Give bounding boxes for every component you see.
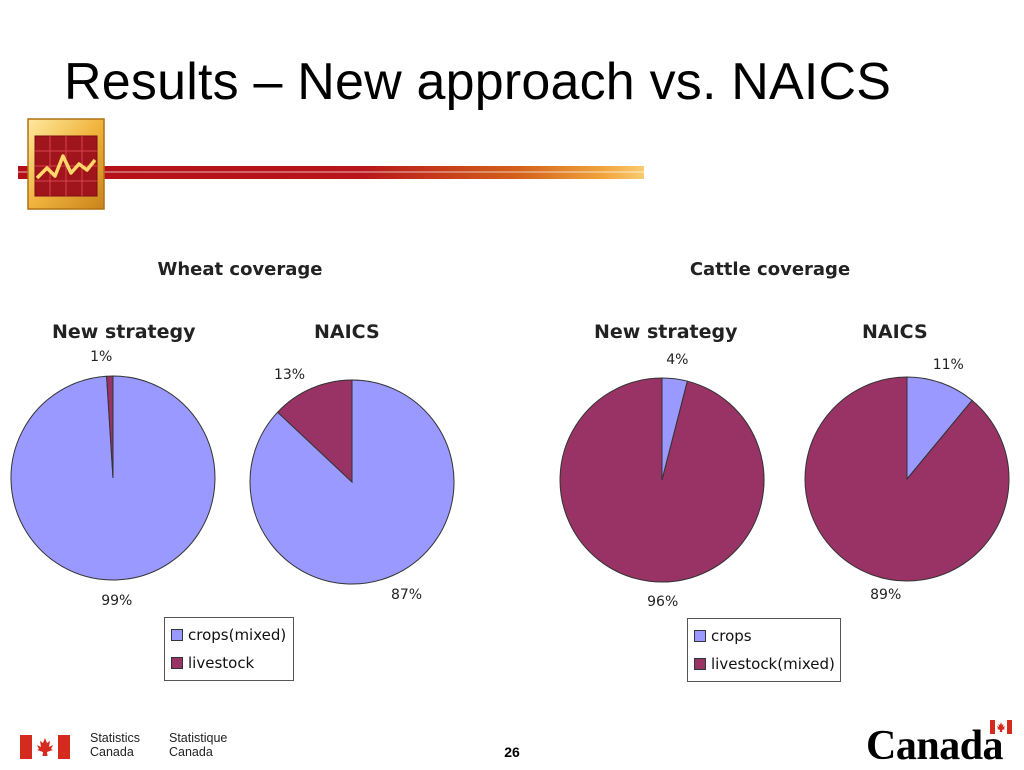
statistics-canada-en: Statistics Canada [90, 731, 140, 759]
pie-slice-crops [906, 376, 973, 481]
pie-slice-label: 96% [647, 594, 678, 610]
footer-text: Canada [169, 745, 213, 759]
pie-slice-label: 4% [666, 352, 688, 368]
legend-swatch-crops [171, 629, 183, 641]
page-number: 26 [504, 744, 520, 760]
legend-label: livestock(mixed) [711, 655, 835, 673]
legend-item-crops-mixed: crops(mixed) [171, 621, 287, 649]
slide-title: Results – New approach vs. NAICS [64, 53, 892, 111]
pie-slice-label: 1% [90, 349, 112, 365]
cattle-naics-pie: 11% 89% [804, 357, 1010, 603]
cattle-new-strategy-pie: 4% 96% [559, 352, 765, 610]
pie-slice-label: 89% [870, 587, 901, 603]
pie-slice-label: 11% [933, 357, 964, 373]
pie-slice-label: 99% [101, 593, 132, 609]
wheat-naics-pie: 87% 13% [249, 367, 455, 603]
line-chart-logo-icon [27, 118, 105, 210]
legend-item-crops: crops [694, 622, 834, 650]
wheat-naics-subtitle: NAICS [314, 321, 380, 343]
wheat-coverage-title: Wheat coverage [157, 259, 323, 280]
pie-slice-livestock [276, 379, 353, 484]
canada-wordmark: Canada [866, 723, 1004, 769]
pie-slice-label: 13% [274, 367, 305, 383]
pie-slice-livestock-mixed- [559, 377, 765, 583]
title-underline-bar [18, 166, 644, 179]
legend-swatch-livestock [694, 658, 706, 670]
pie-slice-livestock [106, 375, 114, 479]
legend-label: livestock [188, 654, 255, 672]
wheat-new-strategy-subtitle: New strategy [52, 321, 196, 343]
legend-label: crops [711, 627, 752, 645]
footer-text: Canada [90, 745, 134, 759]
footer-text: Statistics [90, 731, 141, 745]
cattle-naics-subtitle: NAICS [862, 321, 928, 343]
wordmark-flag-icon [990, 720, 1012, 734]
wheat-coverage-panel: Wheat coverage New strategy NAICS 99% 1% … [0, 245, 500, 685]
legend-item-livestock-mixed: livestock(mixed) [694, 650, 835, 678]
legend-label: crops(mixed) [188, 626, 287, 644]
canada-flag-icon [20, 735, 70, 759]
wheat-legend: crops(mixed) livestock [164, 617, 294, 681]
statistique-canada-fr: Statistique Canada [169, 731, 227, 759]
cattle-legend: crops livestock(mixed) [687, 618, 841, 682]
cattle-coverage-title: Cattle coverage [689, 259, 851, 280]
pie-slice-label: 87% [391, 587, 422, 603]
wheat-new-strategy-pie: 99% 1% [10, 349, 216, 609]
pie-slice-livestock-mixed- [804, 376, 1010, 582]
legend-swatch-crops [694, 630, 706, 642]
legend-swatch-livestock [171, 657, 183, 669]
legend-item-livestock: livestock [171, 649, 287, 677]
cattle-new-strategy-subtitle: New strategy [594, 321, 738, 343]
footer-text: Statistique [169, 731, 228, 745]
cattle-coverage-panel: Cattle coverage New strategy NAICS 4% 96%… [524, 245, 1024, 685]
